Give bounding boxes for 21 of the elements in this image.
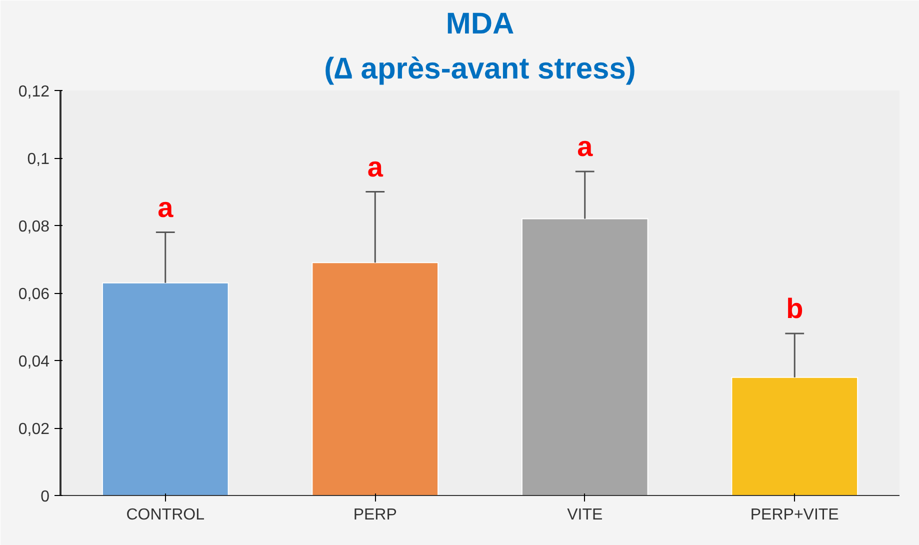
annotation: a bbox=[577, 131, 594, 162]
bar bbox=[731, 376, 858, 496]
y-tick-label: 0,1 bbox=[27, 151, 50, 168]
annotation: a bbox=[367, 151, 384, 182]
chart-subtitle: (∆ après-avant stress) bbox=[324, 52, 636, 86]
bar bbox=[102, 282, 229, 496]
annotation: b bbox=[786, 293, 804, 324]
y-tick-label: 0,12 bbox=[18, 84, 50, 100]
y-tick-label: 0,04 bbox=[18, 354, 50, 370]
y-tick-label: 0,02 bbox=[18, 421, 50, 438]
x-tick-label: VITE bbox=[567, 506, 603, 524]
chart-title: MDA bbox=[446, 8, 514, 40]
y-tick-label: 0,06 bbox=[18, 286, 50, 303]
x-tick-label: PERP bbox=[353, 506, 397, 524]
bar bbox=[521, 218, 648, 496]
annotation: a bbox=[158, 192, 174, 223]
x-tick-label: PERP+VITE bbox=[750, 506, 839, 524]
bar bbox=[312, 262, 439, 496]
x-tick-label: CONTROL bbox=[126, 506, 205, 524]
y-tick-label: 0,08 bbox=[18, 218, 50, 236]
y-tick-label: 0 bbox=[40, 488, 50, 506]
